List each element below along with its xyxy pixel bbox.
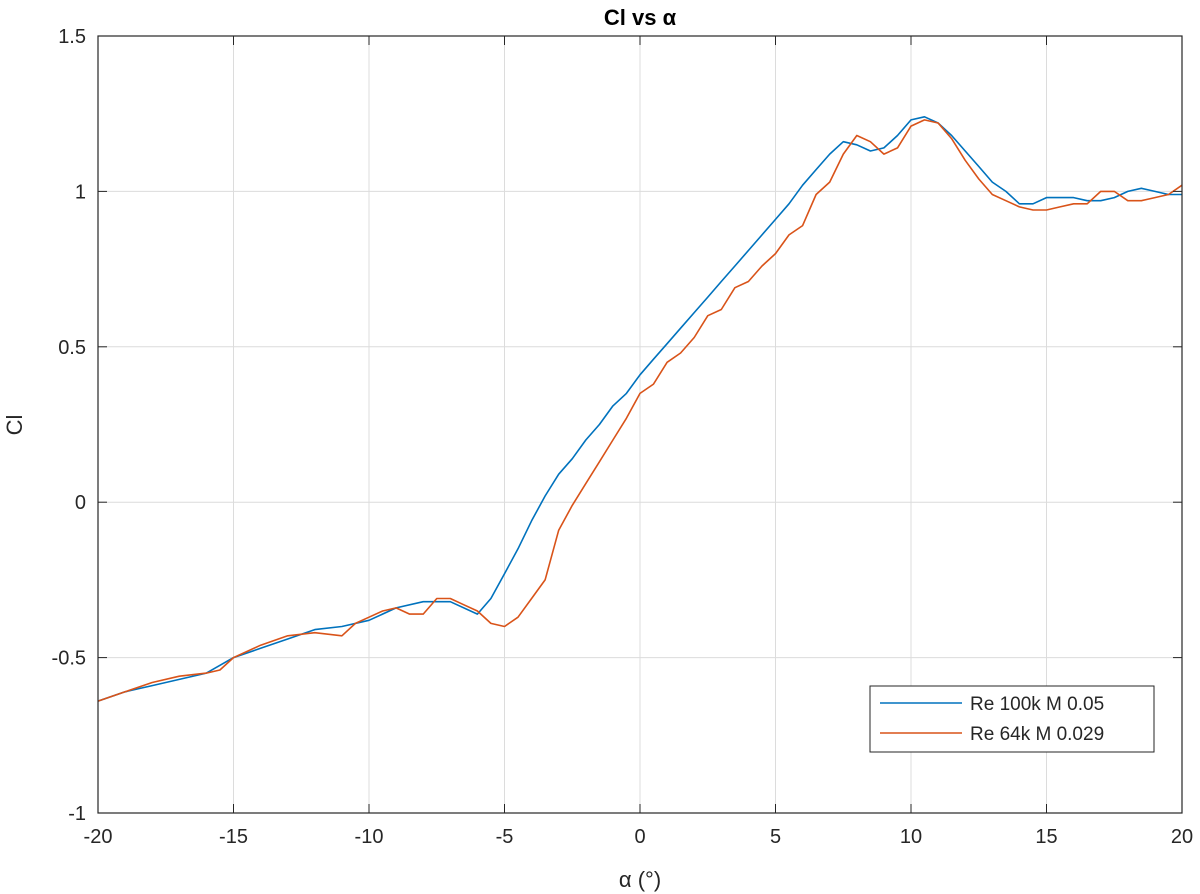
legend-label-re64k: Re 64k M 0.029 [970,724,1104,745]
series-line-re64k [97,119,1183,702]
x-tick-label: 10 [900,826,922,848]
x-tick-label: -10 [355,826,384,848]
x-ticks: -20 -15 -10 -5 0 5 10 15 20 [84,36,1193,848]
series-layer [97,116,1183,702]
x-tick-label: -20 [84,826,113,848]
y-tick-label: -1 [68,803,86,825]
x-tick-label: 5 [770,826,781,848]
y-ticks: -1 -0.5 0 0.5 1 1.5 [52,26,1182,825]
grid [98,36,1182,813]
x-tick-label: -5 [496,826,514,848]
y-tick-label: 0 [75,492,86,514]
x-tick-label: 0 [634,826,645,848]
x-tick-label: -15 [219,826,248,848]
y-tick-label: 0.5 [58,337,86,359]
y-tick-label: 1 [75,181,86,203]
legend-label-re100k: Re 100k M 0.05 [970,694,1104,715]
y-tick-label: -0.5 [52,648,86,670]
x-axis-label: α (°) [619,867,661,892]
y-tick-label: 1.5 [58,26,86,48]
legend: Re 100k M 0.05 Re 64k M 0.029 [869,685,1155,753]
x-tick-label: 20 [1171,826,1193,848]
y-axis-label: Cl [2,415,27,436]
chart-title: Cl vs α [604,5,677,30]
x-tick-label: 15 [1035,826,1057,848]
legend-box [869,685,1155,753]
